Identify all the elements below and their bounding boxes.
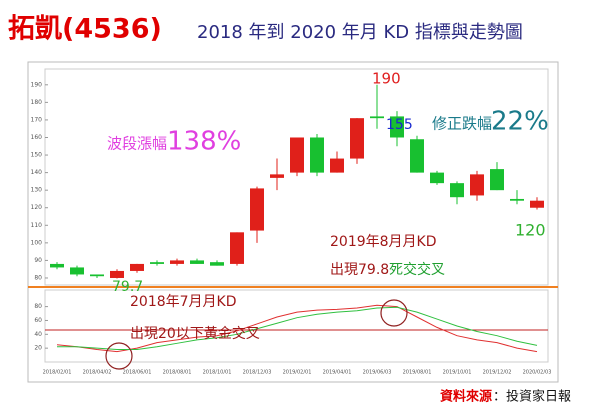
candle-body <box>510 198 524 201</box>
candle-body <box>250 188 264 231</box>
candle-body <box>90 274 104 277</box>
candle-body <box>50 263 64 268</box>
y-tick-label: 120 <box>31 204 43 211</box>
candle-body <box>290 137 304 173</box>
last-label: 120 <box>515 221 546 240</box>
y-tick-label: 190 <box>31 81 43 88</box>
y-tick-label: 150 <box>31 152 43 159</box>
fall-label: 修正跌幅 <box>432 115 492 133</box>
x-tick-label: 2018/04/02 <box>83 370 112 376</box>
kd-tick-label: 80 <box>34 303 42 310</box>
x-tick-label: 2020/02/03 <box>523 370 552 376</box>
candle-body <box>170 260 184 264</box>
candle-body <box>410 139 424 173</box>
low-label: 79.7 <box>112 279 143 295</box>
death-note-2b: 死交交叉 <box>389 261 445 278</box>
death-cross-circle <box>380 299 408 327</box>
candle-body <box>190 260 204 264</box>
death-note-2a: 出現79.8 <box>330 262 389 278</box>
x-tick-label: 2018/12/03 <box>243 370 272 376</box>
candle-body <box>450 183 464 198</box>
candle-body <box>530 200 544 208</box>
candle-body <box>310 137 324 173</box>
y-tick-label: 80 <box>34 274 42 281</box>
candle-body <box>110 270 124 278</box>
y-tick-label: 90 <box>34 257 42 264</box>
y-tick-label: 130 <box>31 187 43 194</box>
y-tick-label: 160 <box>31 134 43 141</box>
candle-body <box>470 174 484 196</box>
candle-body <box>330 158 344 173</box>
kd-line <box>56 304 538 353</box>
y-tick-label: 100 <box>31 239 43 246</box>
source-label: 資料來源 <box>440 389 492 405</box>
candle-body <box>130 263 144 271</box>
candle-body <box>210 262 224 266</box>
candle-body <box>70 267 84 275</box>
rise-label: 波段漲幅 <box>107 135 167 153</box>
candle-body <box>230 232 244 264</box>
price-panel <box>44 68 549 286</box>
y-tick-label: 140 <box>31 169 43 176</box>
candle-body <box>270 174 284 178</box>
x-tick-label: 2019/04/01 <box>323 370 352 376</box>
death-note-1: 2019年8月月KD <box>330 234 437 250</box>
x-tick-label: 2019/08/01 <box>403 370 432 376</box>
chart-title: 2018 年到 2020 年月 KD 指標與走勢圖 <box>197 22 523 43</box>
y-tick-label: 170 <box>31 116 43 123</box>
kd-line <box>57 306 538 351</box>
rise-pct: 138% <box>167 127 241 157</box>
gold-note-1: 2018年7月月KD <box>130 294 237 310</box>
gold-cross-circle <box>105 342 133 370</box>
stock-title: 拓凱(4536) <box>8 14 162 45</box>
chart-frame <box>27 61 559 383</box>
y-tick-label: 110 <box>31 222 43 229</box>
high-label: 190 <box>372 70 401 88</box>
x-tick-label: 2019/06/03 <box>363 370 392 376</box>
source-text: ：投資家日報 <box>493 389 571 405</box>
candle-body <box>490 169 504 191</box>
x-tick-label: 2018/08/01 <box>163 370 192 376</box>
x-tick-label: 2019/02/01 <box>283 370 312 376</box>
kd-tick-label: 20 <box>34 345 42 352</box>
kd-tick-label: 40 <box>34 331 42 338</box>
candle-body <box>390 116 404 138</box>
candle-body <box>150 262 164 264</box>
x-tick-label: 2018/10/01 <box>203 370 232 376</box>
kd-panel <box>44 289 549 363</box>
mid-low-label: 155 <box>386 117 413 133</box>
gold-note-2: 出現20以下黃金交叉 <box>130 325 260 342</box>
candle-body <box>350 118 364 159</box>
fall-pct: 22% <box>491 107 549 137</box>
x-tick-label: 2019/10/01 <box>443 370 472 376</box>
candle-body <box>430 172 444 184</box>
x-tick-label: 2019/12/02 <box>483 370 512 376</box>
y-tick-label: 180 <box>31 99 43 106</box>
candle-body <box>370 116 384 119</box>
x-tick-label: 2018/06/01 <box>123 370 152 376</box>
kd-tick-label: 60 <box>34 317 42 324</box>
x-tick-label: 2018/02/01 <box>43 370 72 376</box>
